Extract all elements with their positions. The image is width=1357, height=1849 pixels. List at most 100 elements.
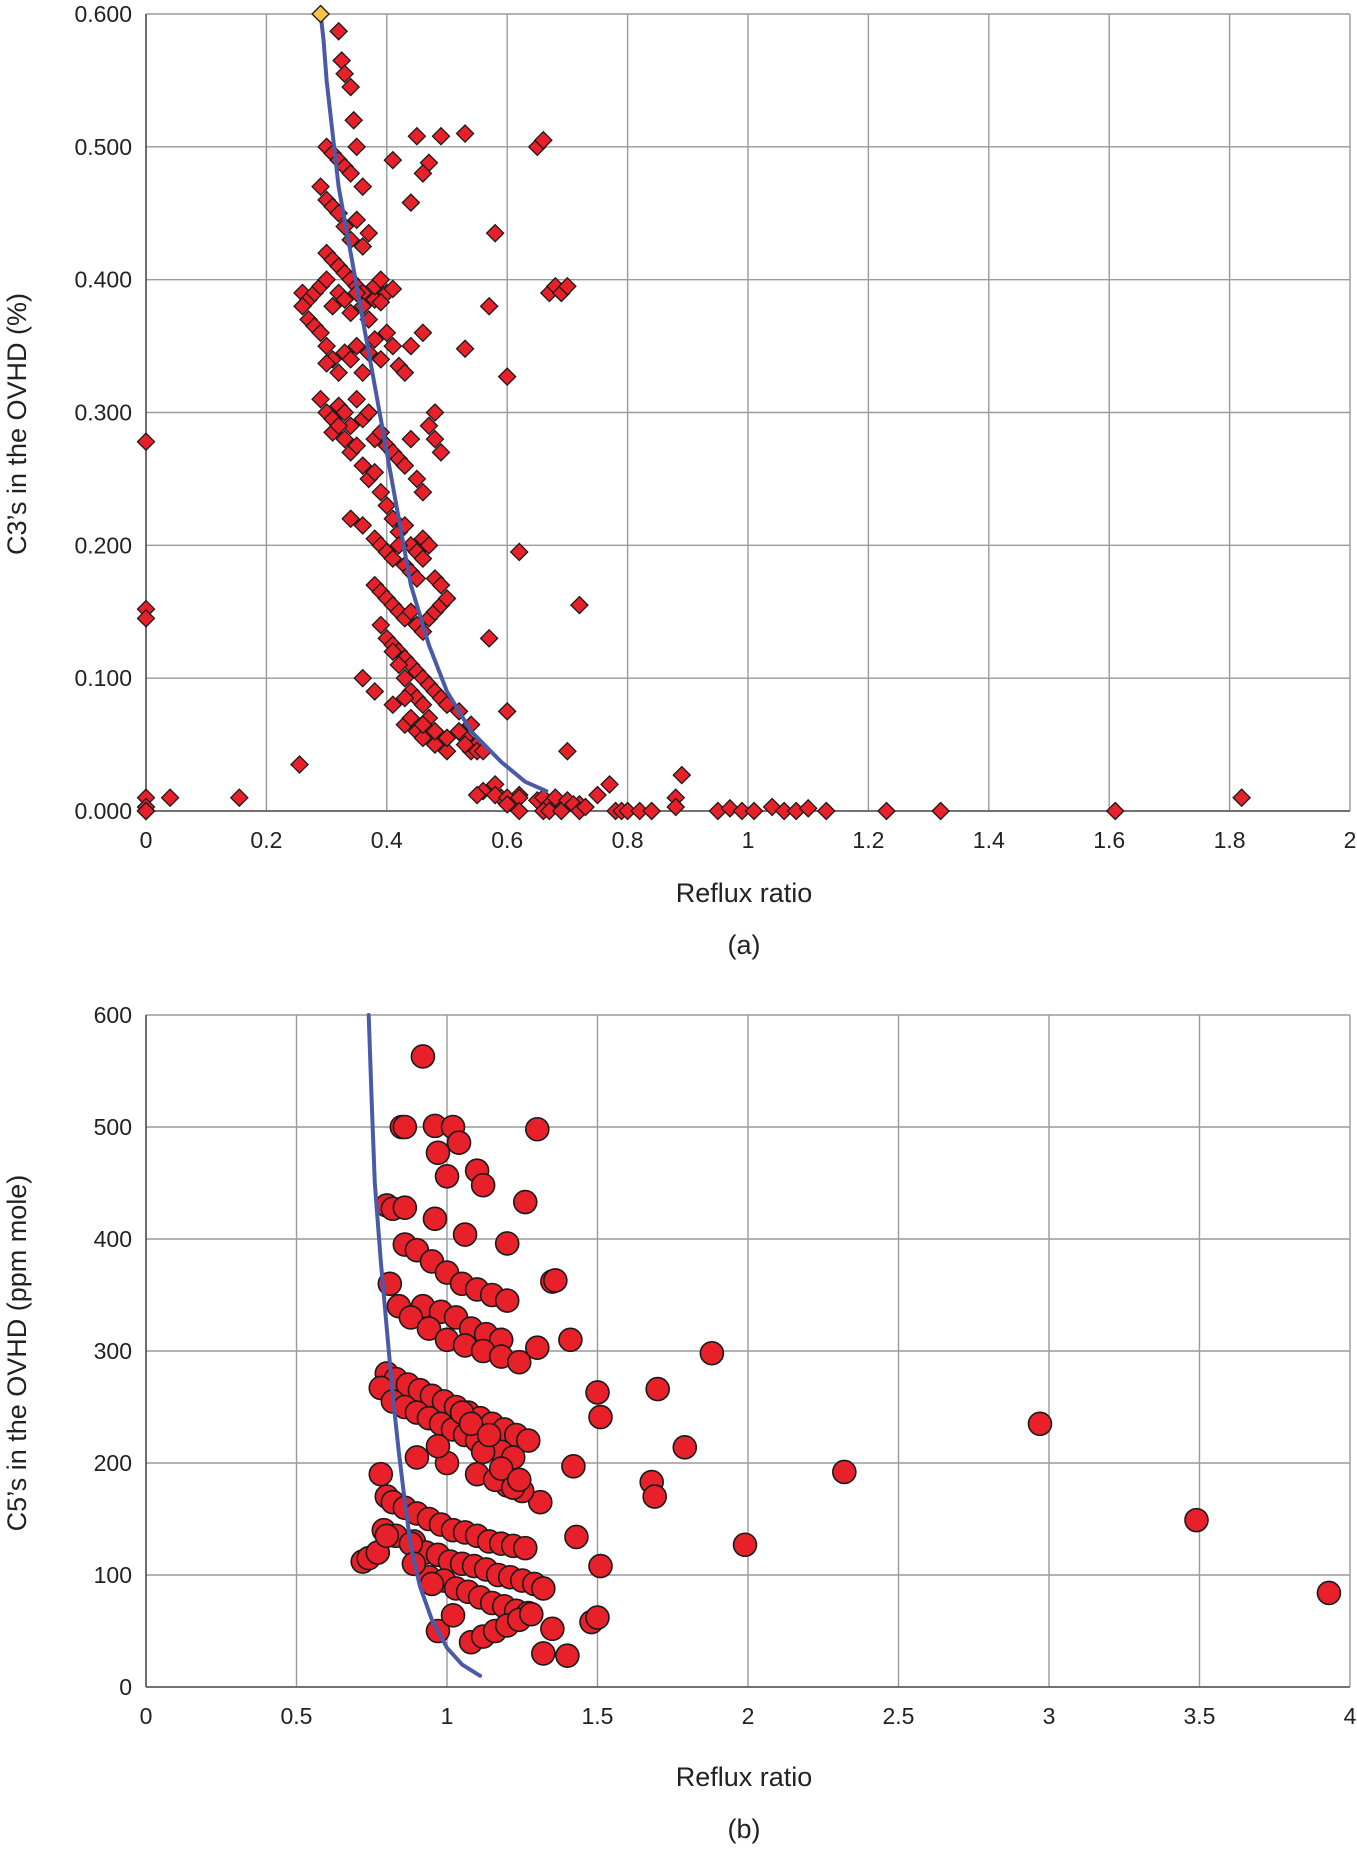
data-point-a (437, 589, 457, 608)
data-point-b (512, 1535, 538, 1561)
data-point-a (371, 349, 391, 369)
data-point-a (672, 765, 692, 785)
data-point-b (404, 1445, 430, 1470)
data-point-a (383, 549, 403, 569)
data-point-a (479, 628, 499, 648)
data-point-a (497, 794, 517, 814)
data-point-a (347, 389, 367, 409)
data-point-a (311, 389, 330, 409)
tick-labels-b: 0 0.5 1 1.5 2 2.5 3 3.5 4 0 100 200 300 400 500 600 (94, 1002, 1357, 1729)
x-tick-label-a: 1.2 (852, 827, 884, 853)
data-point-a (509, 801, 529, 821)
data-point-b (446, 1130, 472, 1155)
data-point-a (341, 349, 361, 369)
data-point-a (353, 515, 373, 535)
data-point-a (395, 456, 415, 476)
scatter-points-a (136, 21, 1252, 821)
data-point-a (335, 403, 355, 422)
data-point-a (347, 336, 367, 356)
data-point-b (585, 1605, 610, 1630)
data-point-a (401, 429, 421, 449)
data-point-a (383, 150, 403, 170)
data-point-b (1316, 1580, 1342, 1606)
data-point-a (365, 330, 385, 349)
data-point-a (353, 456, 373, 476)
data-point-b (645, 1376, 671, 1402)
data-point-a (455, 735, 475, 755)
x-tick-label-a: 0.8 (612, 827, 644, 853)
scatter-points-b (350, 1044, 1342, 1668)
data-point-a (413, 323, 433, 343)
data-point-b (588, 1553, 613, 1579)
data-point-a (413, 715, 433, 735)
data-point-b (488, 1456, 514, 1481)
data-point-a (431, 126, 451, 146)
data-point-a (570, 595, 589, 615)
data-point-a (395, 688, 415, 708)
data-point-a (467, 785, 487, 805)
data-point-b (476, 1422, 502, 1448)
data-point-b (1027, 1411, 1053, 1437)
data-point-a (229, 788, 249, 808)
data-point-a (798, 798, 818, 818)
data-point-a (365, 462, 385, 482)
data-point-b (531, 1641, 556, 1666)
x-tick-label-b: 3 (1043, 1703, 1056, 1729)
y-tick-label-b: 300 (94, 1338, 132, 1364)
data-point-b (832, 1459, 857, 1485)
x-tick-label-b: 2.5 (883, 1703, 915, 1729)
data-point-a (419, 416, 439, 436)
data-point-a (377, 323, 397, 343)
data-point-b (561, 1454, 586, 1479)
chart-panel-b: 0 0.5 1 1.5 2 2.5 3 3.5 4 0 100 200 300 400 500 600 Ref… (2, 1002, 1357, 1844)
data-point-b (440, 1603, 466, 1628)
data-point-a (401, 708, 421, 728)
data-point-a (293, 296, 312, 316)
highlight-point-a (311, 4, 330, 24)
data-point-b (416, 1316, 442, 1341)
data-point-a (407, 126, 427, 146)
tick-labels-a: 0 0.2 0.4 0.6 0.8 1 1.2 1.4 1.6 1.8 2 0.000 0.100 0.2… (74, 1, 1356, 853)
data-point-a (642, 801, 662, 821)
y-tick-label-a: 0.500 (74, 134, 132, 160)
grid-b (145, 1014, 1351, 1688)
data-point-a (383, 642, 403, 662)
y-tick-label-a: 0.600 (74, 1, 132, 27)
data-point-a (335, 290, 355, 310)
x-tick-label-b: 4 (1344, 1703, 1357, 1729)
data-point-a (425, 403, 445, 422)
data-point-a (449, 721, 469, 741)
data-point-b (642, 1484, 667, 1509)
data-point-a (344, 110, 364, 130)
data-point-b (410, 1044, 436, 1069)
x-tick-label-a: 1 (742, 827, 755, 853)
x-tick-label-a: 1.6 (1093, 827, 1125, 853)
y-tick-label-a: 0.200 (74, 532, 132, 558)
data-point-a (401, 193, 421, 213)
data-point-b (458, 1411, 484, 1437)
data-point-a (455, 124, 475, 143)
data-point-a (413, 482, 433, 502)
data-point-a (413, 728, 433, 748)
data-point-b (558, 1327, 583, 1353)
data-point-b (494, 1231, 520, 1256)
data-point-a (329, 416, 349, 436)
data-point-a (341, 77, 361, 97)
panel-label-b: (b) (728, 1814, 761, 1844)
data-point-a (425, 721, 445, 741)
y-tick-label-b: 600 (94, 1002, 132, 1028)
data-point-b (672, 1435, 698, 1460)
x-tick-label-b: 1 (441, 1703, 454, 1729)
data-point-a (407, 569, 427, 588)
data-point-a (377, 496, 397, 515)
y-tick-label-b: 100 (94, 1562, 132, 1588)
data-point-a (437, 728, 457, 748)
y-tick-label-b: 200 (94, 1450, 132, 1476)
y-axis-label-a: C3’s in the OVHD (%) (2, 293, 32, 555)
data-point-a (509, 542, 529, 562)
y-tick-label-b: 0 (119, 1674, 132, 1700)
data-point-a (341, 163, 361, 183)
data-point-b (515, 1428, 541, 1453)
data-point-a (395, 668, 415, 688)
data-point-b (425, 1140, 451, 1166)
